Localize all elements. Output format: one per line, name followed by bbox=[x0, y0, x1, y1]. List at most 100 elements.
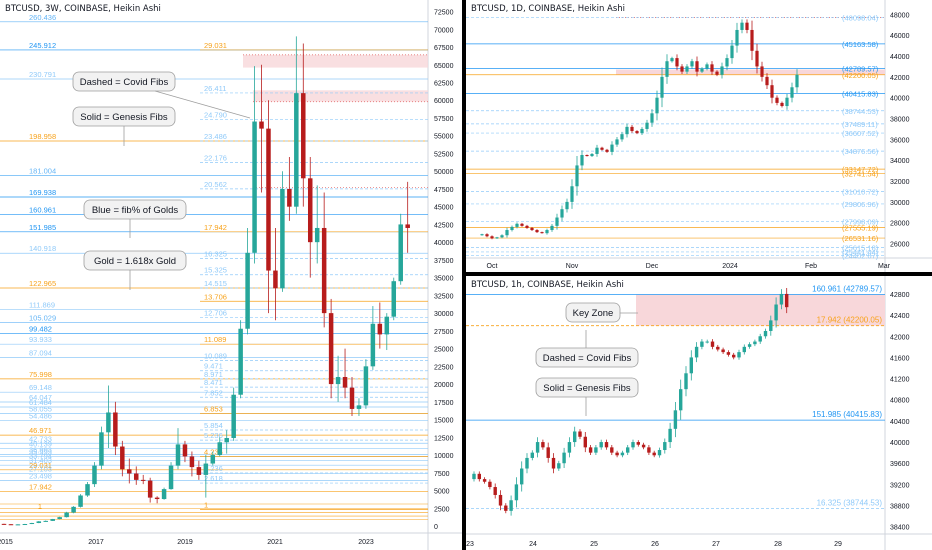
fib-level-label: 198.958 bbox=[29, 132, 56, 141]
candle bbox=[551, 457, 556, 469]
candle bbox=[71, 506, 76, 513]
covid-fib-label: 29.031 bbox=[204, 41, 227, 50]
candle bbox=[730, 45, 734, 59]
candle bbox=[335, 376, 341, 385]
candle bbox=[488, 481, 492, 488]
y-tick-label: 15000 bbox=[434, 418, 454, 425]
covid-fib-label: 17.942 bbox=[204, 223, 227, 232]
callout-genesis: Solid = Genesis Fibs bbox=[80, 112, 168, 123]
candle bbox=[57, 517, 62, 520]
candle bbox=[705, 64, 709, 69]
candle bbox=[755, 50, 759, 67]
covid-fib-label: 5.854 bbox=[204, 421, 223, 430]
candle bbox=[588, 447, 593, 453]
key-zone bbox=[616, 69, 885, 75]
fib-level-label: (25441.44) bbox=[842, 248, 879, 257]
candle bbox=[510, 226, 514, 231]
covid-fib-label: 5.236 bbox=[204, 431, 223, 440]
x-tick-label: Oct bbox=[487, 263, 498, 270]
callout-gold-box bbox=[83, 250, 187, 271]
candle bbox=[665, 61, 669, 77]
candle bbox=[735, 29, 739, 46]
chart-panel-1h[interactable]: 42800 42400 42000 41600 41200 40800 40400 40000… bbox=[466, 276, 932, 550]
candle bbox=[168, 465, 174, 490]
fib-level-label: 99.482 bbox=[29, 324, 52, 333]
fib-level-label: (27555.19) bbox=[842, 223, 879, 232]
y-tick-label: 39600 bbox=[890, 461, 910, 468]
candle bbox=[363, 366, 369, 406]
candle bbox=[273, 270, 278, 289]
candle bbox=[625, 126, 629, 135]
y-tick-label: 40000 bbox=[434, 240, 454, 247]
candle bbox=[485, 234, 489, 237]
y-tick-label: 37500 bbox=[434, 258, 454, 265]
covid-fib-label: 26.411 bbox=[204, 84, 226, 93]
candle bbox=[301, 93, 306, 179]
candle bbox=[555, 217, 559, 226]
candle bbox=[769, 320, 773, 331]
covid-fib-label: 22.176 bbox=[204, 153, 227, 162]
candle bbox=[377, 323, 383, 335]
y-tick-label: 30000 bbox=[434, 311, 454, 318]
fib-level-label: 169.938 bbox=[29, 188, 56, 197]
candle bbox=[657, 450, 662, 456]
candle bbox=[745, 22, 749, 30]
candle bbox=[203, 463, 209, 475]
fib-level-label: (29806.96) bbox=[842, 200, 879, 209]
fib-level-label: 29.031 bbox=[29, 461, 52, 470]
y-tick-label: 41600 bbox=[890, 355, 910, 362]
covid-fib-label: 9.471 bbox=[204, 362, 223, 371]
chart-1h-svg[interactable]: 42800 42400 42000 41600 41200 40800 40400 40000… bbox=[466, 276, 932, 550]
callout-blue: Blue = fib% of Golds bbox=[92, 205, 179, 216]
candle bbox=[785, 97, 789, 107]
candle bbox=[356, 405, 362, 409]
fib-level-label: 75.998 bbox=[29, 370, 52, 379]
fib-level-label: (33147.72) bbox=[842, 165, 879, 174]
candle bbox=[780, 102, 784, 107]
candle bbox=[224, 438, 229, 443]
chart-1d-svg[interactable]: 48000 46000 44000 42000 40000 38000 36000 34000… bbox=[466, 0, 932, 272]
candle bbox=[716, 346, 720, 350]
candle bbox=[668, 428, 672, 443]
candle bbox=[763, 330, 768, 337]
chart-panel-3w[interactable]: 72500 70000 67500 65000 62500 60000 57500 55000… bbox=[0, 0, 462, 550]
candle bbox=[480, 234, 484, 236]
y-tick-label: 67500 bbox=[434, 45, 454, 52]
candle bbox=[747, 344, 752, 347]
covid-fib-label: 20.562 bbox=[204, 180, 227, 189]
chart-3w-svg[interactable]: 72500 70000 67500 65000 62500 60000 57500 55000… bbox=[0, 0, 462, 550]
candle bbox=[631, 442, 635, 448]
y-tick-label: 32500 bbox=[434, 293, 454, 300]
candle bbox=[370, 323, 376, 367]
y-tick-label: 60000 bbox=[434, 98, 454, 105]
candle bbox=[573, 431, 577, 443]
y-tick-label: 62500 bbox=[434, 81, 454, 88]
y-tick-label: 42500 bbox=[434, 222, 454, 229]
candle bbox=[725, 58, 729, 67]
candle bbox=[673, 410, 678, 429]
key-zone bbox=[636, 294, 885, 326]
fib-level-label: 181.004 bbox=[29, 167, 56, 176]
candle bbox=[575, 165, 579, 187]
candle bbox=[604, 442, 609, 448]
candle bbox=[210, 455, 216, 464]
candle bbox=[342, 376, 348, 388]
candle bbox=[578, 431, 582, 437]
covid-fib-label: 7.852 bbox=[204, 388, 223, 397]
candle bbox=[43, 520, 49, 522]
candle bbox=[545, 230, 549, 234]
y-tick-label: 40000 bbox=[890, 96, 910, 103]
candle bbox=[765, 76, 769, 86]
candle bbox=[626, 447, 630, 453]
candle bbox=[615, 452, 619, 456]
chart-panel-1d[interactable]: 48000 46000 44000 42000 40000 38000 36000 34000… bbox=[466, 0, 932, 272]
candle bbox=[640, 128, 644, 134]
candle bbox=[567, 442, 572, 453]
fib-level-label: (34876.56) bbox=[842, 147, 879, 156]
fib-level-label: 160.961 (42789.57) bbox=[812, 285, 882, 294]
covid-fib-label: 6.853 bbox=[204, 405, 223, 414]
callout-gold: Gold = 1.618x Gold bbox=[94, 256, 176, 267]
fib-level-label: (37489.11) bbox=[842, 120, 878, 129]
y-tick-label: 10000 bbox=[434, 453, 454, 460]
covid-fib-label: 24.790 bbox=[204, 111, 227, 120]
